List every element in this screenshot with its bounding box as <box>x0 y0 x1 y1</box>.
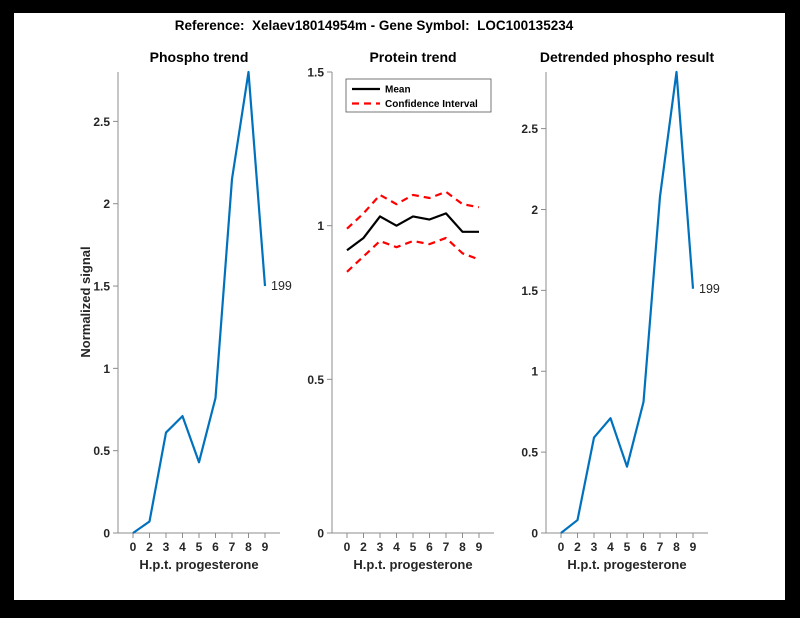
y-tick-label: 0 <box>103 527 110 541</box>
x-tick-label: 5 <box>624 540 631 554</box>
x-tick-label: 4 <box>393 540 400 554</box>
x-tick-label: 2 <box>360 540 367 554</box>
y-tick-label: 0.5 <box>93 444 110 458</box>
y-tick-label: 0 <box>317 527 324 541</box>
figure-title: Reference: Xelaev18014954m - Gene Symbol… <box>175 18 574 33</box>
legend-label: Mean <box>385 85 411 96</box>
axes-spines <box>117 72 280 534</box>
y-tick-label: 1.5 <box>93 280 110 294</box>
x-tick-label: 5 <box>410 540 417 554</box>
legend-label: Confidence Interval <box>385 99 478 110</box>
x-tick-label: 3 <box>591 540 598 554</box>
x-tick-label: 7 <box>229 540 236 554</box>
x-axis-label: H.p.t. progesterone <box>567 557 686 572</box>
x-tick-label: 6 <box>212 540 219 554</box>
endpoint-label: 199 <box>699 282 720 296</box>
series-line-detrended-phospho-signal <box>560 70 695 534</box>
x-tick-label: 8 <box>459 540 466 554</box>
y-tick-label: 1 <box>317 219 324 233</box>
y-tick-label: 0.5 <box>307 373 324 387</box>
x-tick-label: 0 <box>130 540 137 554</box>
y-tick-label: 1 <box>103 362 110 376</box>
y-tick-label: 2 <box>531 203 538 217</box>
axes-spines <box>331 72 494 534</box>
x-tick-label: 2 <box>146 540 153 554</box>
x-tick-label: 7 <box>443 540 450 554</box>
y-tick-label: 0 <box>531 527 538 541</box>
chart-title: Detrended phospho result <box>540 49 715 65</box>
x-axis-label: H.p.t. progesterone <box>353 557 472 572</box>
x-tick-label: 9 <box>262 540 269 554</box>
x-tick-label: 8 <box>673 540 680 554</box>
endpoint-label: 199 <box>271 279 292 293</box>
chart-title: Protein trend <box>369 49 456 65</box>
x-tick-label: 9 <box>476 540 483 554</box>
series-line-mean <box>346 212 479 252</box>
x-tick-label: 4 <box>179 540 186 554</box>
x-tick-label: 0 <box>344 540 351 554</box>
x-tick-label: 3 <box>163 540 170 554</box>
y-axis-label: Normalized signal <box>78 246 93 357</box>
y-tick-label: 1.5 <box>521 284 538 298</box>
x-tick-label: 2 <box>574 540 581 554</box>
x-tick-label: 6 <box>640 540 647 554</box>
x-tick-label: 7 <box>657 540 664 554</box>
chart-title: Phospho trend <box>150 49 249 65</box>
series-line-phospho-signal <box>132 70 267 534</box>
x-tick-label: 8 <box>245 540 252 554</box>
y-tick-label: 2 <box>103 197 110 211</box>
series-line-confidence-interval-upper <box>346 190 480 230</box>
y-tick-label: 1.5 <box>307 66 324 80</box>
series-line-confidence-interval-lower <box>346 236 480 273</box>
y-tick-label: 1 <box>531 365 538 379</box>
y-tick-label: 0.5 <box>521 446 538 460</box>
y-tick-label: 2.5 <box>93 115 110 129</box>
x-tick-label: 9 <box>690 540 697 554</box>
legend-box <box>345 78 492 113</box>
y-tick-label: 2.5 <box>521 122 538 136</box>
x-tick-label: 6 <box>426 540 433 554</box>
x-tick-label: 4 <box>607 540 614 554</box>
x-axis-label: H.p.t. progesterone <box>139 557 258 572</box>
x-tick-label: 3 <box>377 540 384 554</box>
x-tick-label: 0 <box>558 540 565 554</box>
x-tick-label: 5 <box>196 540 203 554</box>
